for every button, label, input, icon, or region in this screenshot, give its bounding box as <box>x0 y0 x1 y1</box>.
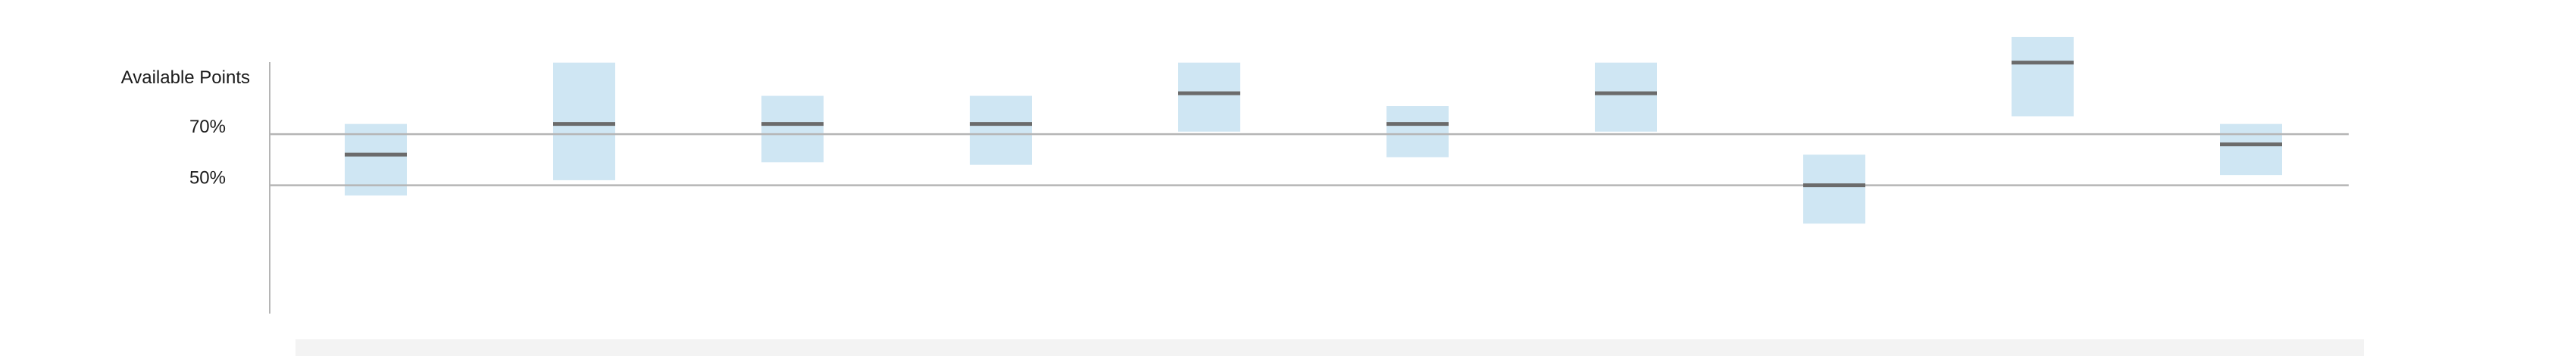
range-box-9 <box>2012 36 2074 117</box>
range-box-10 <box>2220 123 2282 176</box>
tick-labels-layer: 70% 50% <box>189 117 226 188</box>
range-box-5 <box>1178 62 1240 132</box>
range-box-3 <box>761 95 824 163</box>
range-box-2 <box>553 62 615 180</box>
range-box-1 <box>345 123 407 196</box>
reference-lines-layer <box>270 133 2349 186</box>
range-box-7 <box>1595 62 1657 132</box>
range-box-4 <box>970 95 1032 165</box>
footer-band <box>295 339 2364 356</box>
medians-layer <box>345 61 2282 188</box>
boxes-layer <box>345 36 2282 224</box>
range-box-6 <box>1386 106 1449 158</box>
tick-label-70: 70% <box>189 117 226 137</box>
y-axis-title: Available Points <box>121 67 250 88</box>
tick-label-50: 50% <box>189 168 226 189</box>
range-box-8 <box>1803 155 1865 224</box>
